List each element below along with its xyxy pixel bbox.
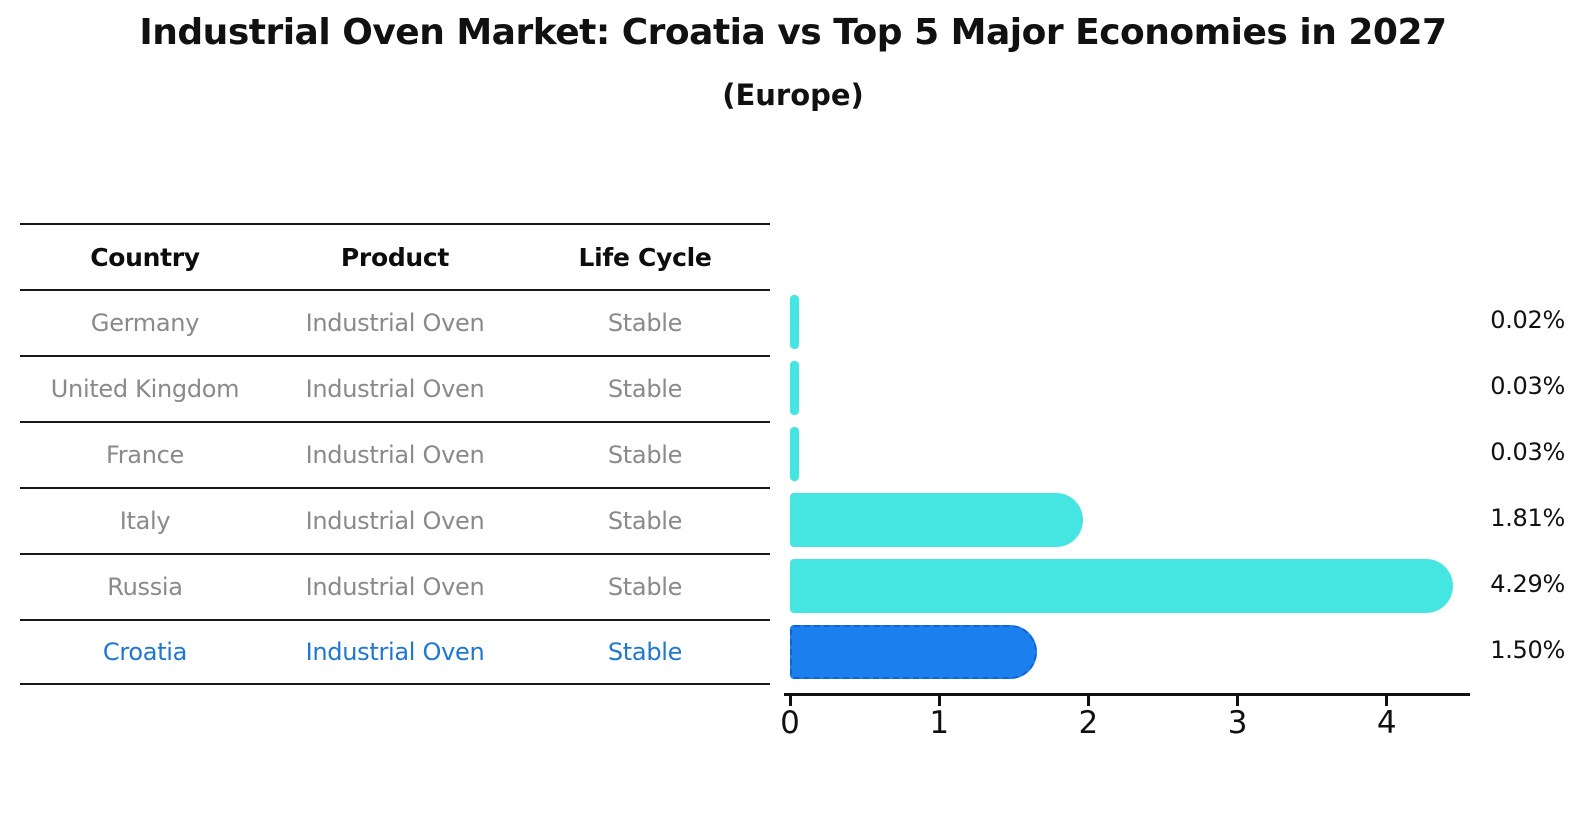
bar-croatia — [790, 625, 1037, 679]
cell-life-cycle: Stable — [607, 638, 683, 666]
x-tick-mark — [1086, 695, 1090, 706]
x-tick-label-1: 1 — [929, 705, 950, 741]
cell-product: Industrial Oven — [305, 507, 485, 535]
table-header-row: Country Product Life Cycle — [20, 223, 770, 289]
cell-country: Croatia — [102, 638, 188, 666]
table-row-croatia: Croatia Industrial Oven Stable — [20, 619, 770, 685]
cell-country: France — [105, 441, 184, 469]
column-header-country: Country — [90, 242, 200, 272]
value-label-italy: 1.81% — [1490, 504, 1565, 532]
value-label-germany: 0.02% — [1490, 306, 1565, 334]
bar-united-kingdom — [790, 361, 799, 415]
cell-product: Industrial Oven — [305, 441, 485, 469]
x-axis-line — [784, 693, 1470, 696]
bar-germany — [790, 295, 799, 349]
column-header-product: Product — [340, 242, 450, 272]
bar-russia — [790, 559, 1454, 613]
table-row: Germany Industrial Oven Stable — [20, 289, 770, 355]
cell-life-cycle: Stable — [607, 309, 683, 337]
comparison-table: Country Product Life Cycle Germany Indus… — [20, 223, 770, 685]
cell-life-cycle: Stable — [607, 375, 683, 403]
chart-subtitle: (Europe) — [722, 78, 864, 112]
bar-france — [790, 427, 799, 481]
column-header-life-cycle: Life Cycle — [578, 242, 712, 272]
value-label-croatia: 1.50% — [1490, 636, 1565, 664]
x-tick-label-4: 4 — [1376, 705, 1397, 741]
value-label-russia: 4.29% — [1490, 570, 1565, 598]
cell-country: Italy — [119, 507, 171, 535]
x-tick-label-3: 3 — [1227, 705, 1248, 741]
x-tick-mark — [788, 695, 792, 706]
cell-life-cycle: Stable — [607, 441, 683, 469]
cell-country: Russia — [107, 573, 183, 601]
table-row: Italy Industrial Oven Stable — [20, 487, 770, 553]
cell-product: Industrial Oven — [305, 375, 485, 403]
bar-italy — [790, 493, 1084, 547]
cell-life-cycle: Stable — [607, 507, 683, 535]
value-label-france: 0.03% — [1490, 438, 1565, 466]
cell-product: Industrial Oven — [305, 573, 485, 601]
table-row: United Kingdom Industrial Oven Stable — [20, 355, 770, 421]
x-tick-mark — [1385, 695, 1389, 706]
cell-product: Industrial Oven — [305, 309, 485, 337]
table-row: France Industrial Oven Stable — [20, 421, 770, 487]
value-label-united-kingdom: 0.03% — [1490, 372, 1565, 400]
chart-title: Industrial Oven Market: Croatia vs Top 5… — [139, 12, 1447, 53]
cell-product: Industrial Oven — [305, 638, 485, 666]
cell-life-cycle: Stable — [607, 573, 683, 601]
cell-country: United Kingdom — [50, 375, 240, 403]
x-tick-label-2: 2 — [1078, 705, 1099, 741]
x-tick-mark — [1236, 695, 1240, 706]
cell-country: Germany — [90, 309, 200, 337]
x-tick-label-0: 0 — [780, 705, 800, 741]
table-row: Russia Industrial Oven Stable — [20, 553, 770, 619]
x-tick-mark — [937, 695, 941, 706]
